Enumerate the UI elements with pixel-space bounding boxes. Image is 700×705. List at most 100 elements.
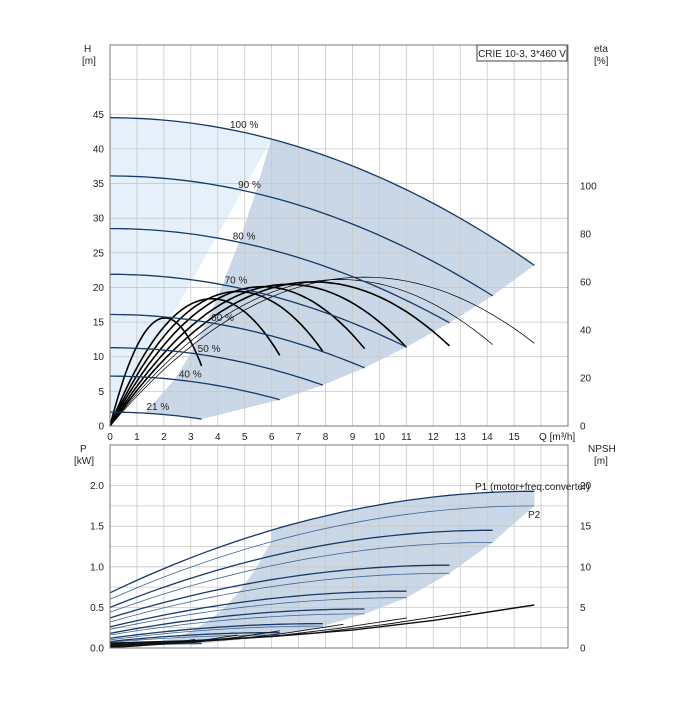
x-tick-label: 4: [215, 432, 221, 443]
speed-label: 80 %: [233, 231, 256, 242]
head-y-tick-label: 0: [98, 422, 104, 433]
power-envelope: [144, 491, 535, 645]
head-curve: [110, 313, 365, 369]
power-axis-unit: [kW]: [74, 456, 94, 467]
npsh-axis-unit: [m]: [594, 456, 608, 467]
efficiency-curve: [109, 281, 451, 427]
efficiency-curve: [109, 297, 281, 427]
eta-y-tick-label: 0: [580, 422, 586, 433]
x-tick-label: 15: [509, 432, 521, 443]
eta-y-tick-label: 100: [580, 181, 597, 192]
npsh-y-tick-label: 20: [580, 481, 592, 492]
x-tick-label: 11: [401, 432, 412, 443]
operating-range-envelope: [144, 139, 535, 420]
npsh-curve-reduced: [109, 642, 161, 648]
p1-curve: [109, 529, 493, 609]
p2-curve: [109, 597, 407, 630]
head-y-tick-label: 10: [93, 352, 105, 363]
p2-curve: [109, 542, 493, 613]
x-tick-label: 5: [242, 432, 248, 443]
eta-y-tick-label: 80: [580, 229, 592, 240]
x-tick-label: 12: [428, 432, 440, 443]
head-curve: [110, 375, 280, 401]
legend-box: [476, 44, 568, 62]
speed-label: 100 %: [230, 120, 258, 131]
p1-curve: [109, 490, 535, 594]
npsh-y-tick-label: 10: [580, 562, 592, 573]
head-plot-frame: [109, 44, 569, 427]
head-y-tick-label: 25: [93, 248, 105, 259]
head-curve: [110, 227, 450, 324]
efficiency-curve: [109, 285, 366, 427]
npsh-y-tick-label: 5: [580, 603, 586, 614]
npsh-axis-label: NPSH: [588, 444, 616, 455]
power-plot-frame: [109, 444, 569, 649]
eta-y-tick-label: 60: [580, 277, 592, 288]
p1-curve: [109, 564, 450, 619]
eta-axis-label: eta: [594, 44, 608, 55]
speed-label: 40 %: [179, 369, 202, 380]
x-tick-label: 2: [161, 432, 167, 443]
p1-curve: [109, 590, 407, 628]
power-y-tick-label: 0.5: [90, 603, 104, 614]
speed-label: 50 %: [198, 344, 221, 355]
head-y-tick-label: 5: [98, 387, 104, 398]
speed-label: 60 %: [211, 313, 234, 324]
head-y-tick-label: 15: [93, 318, 105, 329]
x-tick-label: 1: [134, 432, 140, 443]
p2-curve: [109, 613, 365, 636]
x-tick-label: 8: [323, 432, 329, 443]
head-curve: [109, 175, 493, 297]
p2-series-label: P2: [528, 510, 541, 521]
head-axis-unit: [m]: [82, 56, 96, 67]
x-tick-label: 14: [482, 432, 494, 443]
x-tick-label: 10: [374, 432, 386, 443]
power-axis-label: P: [80, 444, 87, 455]
head-y-tick-label: 20: [93, 283, 105, 294]
head-y-tick-label: 45: [93, 110, 105, 121]
efficiency-curve: [109, 283, 407, 427]
power-y-tick-label: 1.0: [90, 562, 104, 573]
x-tick-label: 7: [296, 432, 302, 443]
efficiency-curve: [109, 317, 203, 427]
efficiency-curve: [109, 276, 535, 427]
head-curve: [110, 347, 324, 386]
x-tick-label: 9: [350, 432, 356, 443]
efficiency-curve: [109, 290, 324, 427]
power-y-tick-label: 0.0: [90, 644, 104, 655]
eta-y-tick-label: 20: [580, 373, 592, 384]
head-y-tick-label: 35: [93, 179, 105, 190]
head-axis-label: H: [84, 44, 91, 55]
p1-series-label: P1 (motor+freq.converter): [475, 482, 590, 493]
x-axis-label: Q [m³/h]: [539, 432, 575, 443]
power-y-tick-label: 2.0: [90, 481, 104, 492]
p1-curve: [109, 622, 323, 639]
x-tick-label: 0: [107, 432, 113, 443]
speed-label: 70 %: [225, 276, 248, 287]
npsh-y-tick-label: 15: [580, 522, 592, 533]
x-tick-label: 13: [455, 432, 467, 443]
speed-label: 21 %: [146, 402, 169, 413]
speed-label: 90 %: [238, 180, 261, 191]
legend-box-text: CRIE 10-3, 3*460 V: [478, 49, 566, 60]
npsh-curve-reduced: [109, 623, 344, 646]
p1-curve: [109, 608, 365, 635]
p1-curve: [109, 631, 280, 643]
eta-axis-unit: [%]: [594, 56, 609, 67]
head-curve: [110, 273, 407, 348]
head-curve: [109, 117, 535, 266]
head-y-tick-label: 30: [93, 214, 105, 225]
npsh-y-tick-label: 0: [580, 644, 586, 655]
head-y-tick-label: 40: [93, 144, 105, 155]
power-y-tick-label: 1.5: [90, 522, 104, 533]
p2-curve: [109, 505, 535, 600]
x-tick-label: 6: [269, 432, 275, 443]
x-tick-label: 3: [188, 432, 194, 443]
efficiency-curve: [109, 279, 493, 427]
head-curve: [110, 411, 202, 420]
p2-curve: [109, 572, 450, 623]
p2-curve: [109, 625, 323, 641]
eta-y-tick-label: 40: [580, 325, 592, 336]
